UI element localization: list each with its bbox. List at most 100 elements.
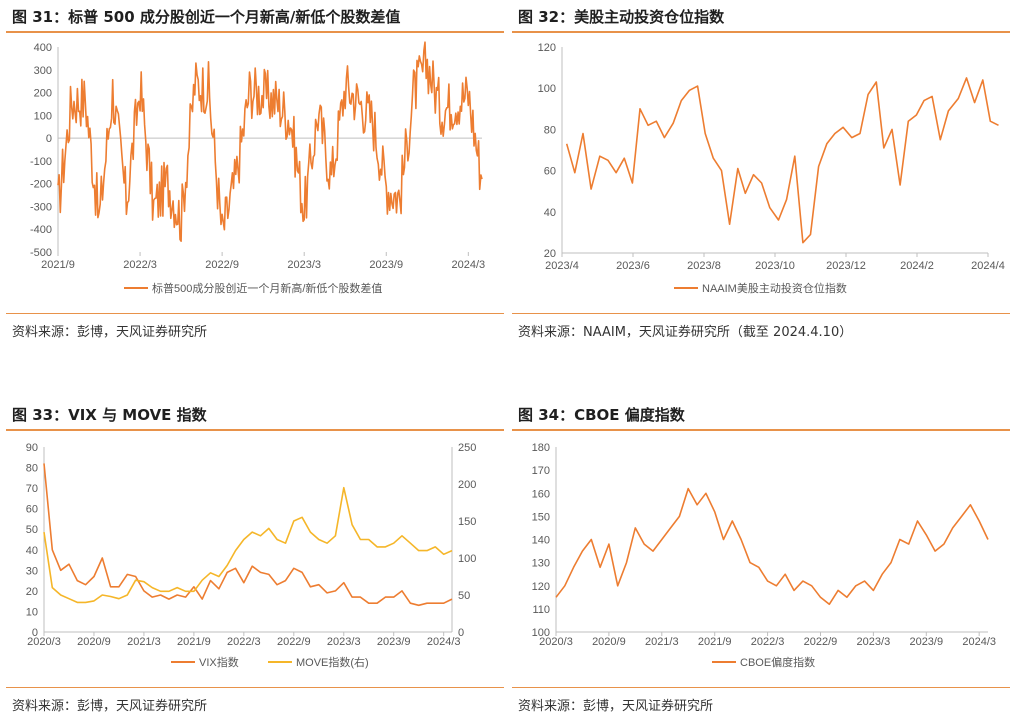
y2-tick-label: 200 (458, 479, 476, 491)
x-tick-label: 2023/12 (826, 260, 866, 272)
x-tick-label: 2024/3 (427, 636, 461, 648)
x-tick-label: 2021/9 (177, 636, 211, 648)
x-tick-label: 2023/9 (909, 636, 943, 648)
x-tick-label: 2020/9 (77, 636, 111, 648)
x-tick-label: 2024/4 (971, 260, 1005, 272)
source-rule (512, 687, 1010, 688)
x-tick-label: 2020/3 (539, 636, 573, 648)
series-line (43, 486, 453, 604)
legend-label: VIX指数 (199, 655, 239, 669)
legend-label: CBOE偏度指数 (740, 655, 815, 669)
series-line (565, 77, 999, 244)
x-tick-label: 2022/9 (804, 636, 838, 648)
x-tick-label: 2022/3 (123, 259, 157, 271)
y-tick-label: 80 (544, 124, 556, 136)
y-tick-label: -500 (30, 247, 52, 259)
y-tick-label: 90 (26, 442, 38, 454)
x-tick-label: 2024/3 (962, 636, 996, 648)
y2-tick-label: 50 (458, 590, 470, 602)
x-tick-label: 2024/3 (451, 259, 485, 271)
x-tick-label: 2024/2 (900, 260, 934, 272)
y-tick-label: 110 (532, 604, 550, 616)
y-tick-label: 10 (26, 606, 38, 618)
y-tick-label: 180 (532, 442, 550, 454)
chart-title: 图 33：VIX 与 MOVE 指数 (12, 406, 207, 424)
x-tick-label: 2022/9 (205, 259, 239, 271)
chart-source: 资料来源：NAAIM，天风证券研究所（截至 2024.4.10） (518, 325, 853, 340)
chart-title: 图 32：美股主动投资仓位指数 (518, 8, 725, 26)
chart-title: 图 31：标普 500 成分股创近一个月新高/新低个股数差值 (12, 8, 401, 26)
source-rule (512, 313, 1010, 314)
x-tick-label: 2022/3 (751, 636, 785, 648)
legend-label: 标普500成分股创近一个月新高/新低个股数差值 (152, 281, 382, 295)
chart-vix-move: 0 10 20 30 40 50 60 70 80 90 0 50 100 150 200 250 2020/3… (26, 442, 477, 669)
y-tick-label: 100 (538, 83, 556, 95)
y-tick-label: -100 (30, 156, 52, 168)
x-tick-label: 2023/3 (857, 636, 891, 648)
y-tick-label: 200 (34, 88, 52, 100)
x-tick-label: 2023/9 (377, 636, 411, 648)
x-tick-label: 2020/3 (27, 636, 61, 648)
chart-title: 图 34：CBOE 偏度指数 (518, 406, 685, 424)
y-tick-label: 80 (26, 463, 38, 475)
y-tick-label: -300 (30, 201, 52, 213)
y-tick-label: 30 (26, 565, 38, 577)
y-tick-label: 0 (32, 627, 38, 639)
y2-tick-label: 250 (458, 442, 476, 454)
chart-source: 资料来源：彭博，天风证券研究所 (12, 699, 208, 714)
chart-cboe-skew: 100 110 120 130 140 150 160 170 180 2020/3 2020/9 2… (532, 442, 996, 669)
x-tick-label: 2022/3 (227, 636, 261, 648)
x-tick-label: 2023/3 (287, 259, 321, 271)
x-tick-label: 2021/3 (127, 636, 161, 648)
y-tick-label: 120 (538, 42, 556, 54)
chart-source: 资料来源：彭博，天风证券研究所 (518, 699, 714, 714)
x-tick-label: 2023/6 (616, 260, 650, 272)
y-tick-label: 70 (26, 483, 38, 495)
chart-naaim-exposure: 20 40 60 80 100 120 2023/4 2023/6 2023/8 2023/10 2… (538, 42, 1005, 295)
x-tick-label: 2023/8 (687, 260, 721, 272)
y-tick-label: 150 (532, 511, 550, 523)
y-tick-label: 400 (34, 42, 52, 54)
y2-tick-label: 0 (458, 627, 464, 639)
x-tick-label: 2021/3 (645, 636, 679, 648)
series-line (57, 41, 483, 242)
legend-label: MOVE指数(右) (296, 655, 369, 669)
x-tick-label: 2021/9 (41, 259, 75, 271)
legend-label: NAAIM美股主动投资仓位指数 (702, 281, 847, 295)
series-line (43, 463, 453, 607)
y-tick-label: 140 (532, 535, 550, 547)
chart-sp500-new-high-low: -500 -400 -300 -200 -100 0 100 200 300 400 2021/9 2… (30, 41, 485, 295)
x-tick-label: 2023/9 (369, 259, 403, 271)
chart-source: 资料来源：彭博，天风证券研究所 (12, 325, 208, 340)
x-tick-label: 2023/4 (545, 260, 579, 272)
y-tick-label: 60 (26, 504, 38, 516)
y-tick-label: -400 (30, 224, 52, 236)
title-rule (6, 429, 504, 431)
title-rule (512, 31, 1010, 33)
y-tick-label: 160 (532, 488, 550, 500)
y-tick-label: 20 (544, 248, 556, 260)
y-tick-label: 100 (34, 110, 52, 122)
x-tick-label: 2022/9 (277, 636, 311, 648)
x-tick-label: 2023/10 (755, 260, 795, 272)
title-rule (512, 429, 1010, 431)
title-rule (6, 31, 504, 33)
y-tick-label: 100 (532, 627, 550, 639)
source-rule (6, 687, 504, 688)
y-tick-label: 130 (532, 558, 550, 570)
y-tick-label: 40 (544, 207, 556, 219)
y-tick-label: 20 (26, 586, 38, 598)
x-tick-label: 2020/9 (592, 636, 626, 648)
y-tick-label: 170 (532, 465, 550, 477)
y-tick-label: 300 (34, 65, 52, 77)
series-line (555, 487, 989, 606)
y-tick-label: 0 (46, 133, 52, 145)
x-tick-label: 2023/3 (327, 636, 361, 648)
y-tick-label: 40 (26, 545, 38, 557)
y-tick-label: -200 (30, 179, 52, 191)
source-rule (6, 313, 504, 314)
y-tick-label: 50 (26, 524, 38, 536)
y-tick-label: 60 (544, 166, 556, 178)
x-tick-label: 2021/9 (698, 636, 732, 648)
y-tick-label: 120 (532, 581, 550, 593)
